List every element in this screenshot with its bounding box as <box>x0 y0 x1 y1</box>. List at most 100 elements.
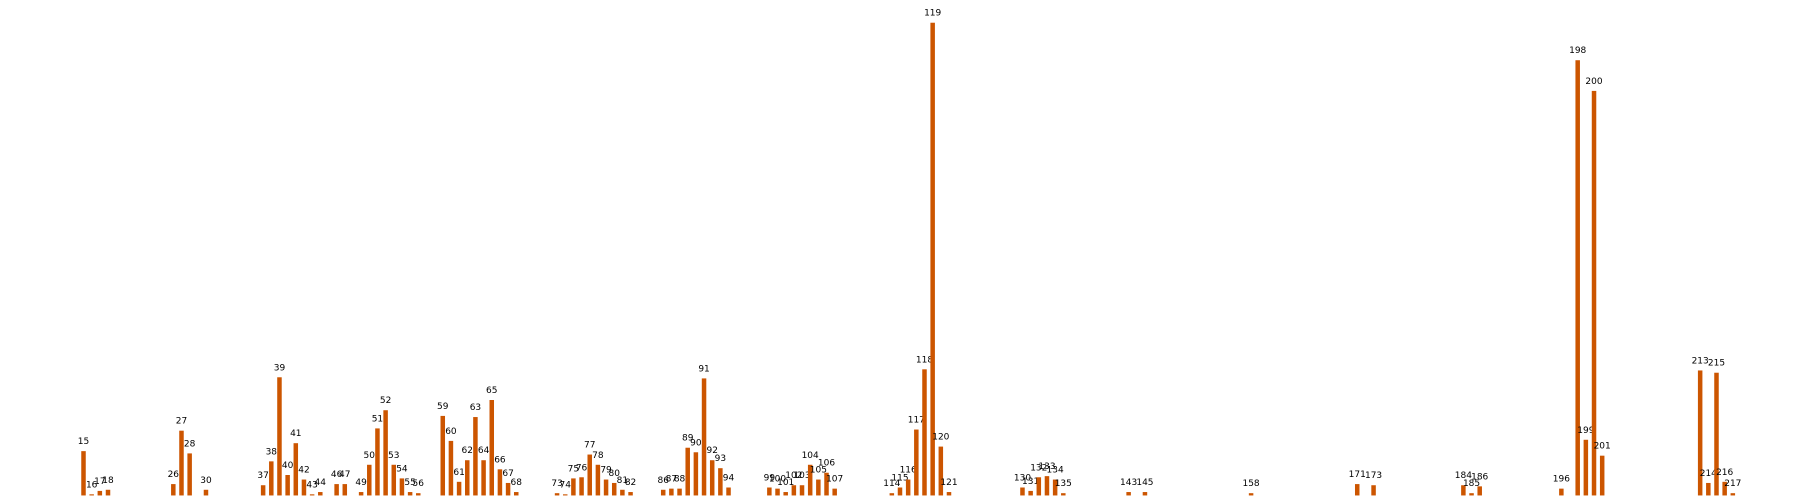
bar <box>611 482 617 496</box>
bar-label: 143 <box>1120 478 1137 488</box>
bar-label: 213 <box>1692 356 1709 366</box>
bar-label: 78 <box>592 451 604 461</box>
bar-label: 101 <box>777 478 794 488</box>
bar <box>1477 486 1482 496</box>
bar-label: 52 <box>380 396 391 406</box>
bar-label: 30 <box>200 476 212 486</box>
bar-label: 43 <box>306 480 317 490</box>
bar <box>824 472 829 496</box>
bar-label: 55 <box>404 478 415 488</box>
bar-label: 132 <box>1030 463 1047 473</box>
bar <box>1052 479 1058 496</box>
bar-label: 80 <box>609 469 621 479</box>
bar-label: 89 <box>682 434 694 444</box>
bar <box>620 489 625 496</box>
bar-label: 56 <box>413 479 425 489</box>
bar-label: 145 <box>1136 478 1153 488</box>
bar <box>1469 493 1474 496</box>
bar <box>701 378 707 496</box>
bar-label: 185 <box>1463 479 1480 489</box>
bar-label: 51 <box>372 414 383 424</box>
bar <box>203 489 209 496</box>
bar <box>922 369 927 496</box>
bar-label: 79 <box>600 466 612 476</box>
bar <box>783 492 788 496</box>
bar <box>505 482 511 496</box>
bar-label: 106 <box>818 459 835 469</box>
bar-label: 41 <box>290 429 301 439</box>
bar <box>375 428 380 496</box>
bar <box>285 475 290 496</box>
bar-label: 74 <box>560 480 572 490</box>
bar <box>1461 485 1466 496</box>
bar-label: 75 <box>568 464 579 474</box>
bar-label: 118 <box>916 355 933 365</box>
bar <box>767 487 772 496</box>
bar-label: 26 <box>168 470 180 480</box>
bar <box>1583 439 1589 496</box>
bar-label: 131 <box>1022 477 1039 487</box>
bar <box>562 494 568 496</box>
bar <box>1044 476 1050 496</box>
bar <box>1028 490 1033 496</box>
bar <box>489 400 495 496</box>
bar <box>677 488 682 496</box>
bar <box>179 430 184 496</box>
bar-label: 47 <box>339 470 350 480</box>
bar-label: 104 <box>802 451 819 461</box>
bar-label: 76 <box>576 463 588 473</box>
bar <box>497 469 503 496</box>
bar-label: 199 <box>1577 426 1594 436</box>
bar-label: 60 <box>445 427 457 437</box>
bar-label: 114 <box>883 479 900 489</box>
bar <box>816 479 821 496</box>
bar-label: 16 <box>86 480 98 490</box>
bar <box>301 479 307 496</box>
bar <box>513 492 519 496</box>
bar-label: 73 <box>551 479 562 489</box>
bar-label: 38 <box>266 447 278 457</box>
bar-label: 50 <box>364 451 376 461</box>
bar <box>1559 488 1564 496</box>
bar <box>334 484 339 496</box>
bar <box>187 453 192 496</box>
bar-label: 121 <box>940 478 957 488</box>
bar <box>930 22 935 496</box>
bar <box>775 488 780 496</box>
bar <box>309 494 315 496</box>
bar-label: 119 <box>924 9 941 19</box>
bar <box>81 451 86 496</box>
bar-label: 93 <box>715 454 726 464</box>
bar <box>277 377 282 496</box>
bar-label: 17 <box>94 477 105 487</box>
bar <box>832 488 837 496</box>
bar <box>1697 370 1703 496</box>
bar-label: 28 <box>184 439 196 449</box>
bar <box>407 492 413 496</box>
bar-label: 103 <box>793 471 810 481</box>
bar <box>1142 492 1148 496</box>
bar <box>440 415 446 496</box>
bar <box>358 492 364 496</box>
bar <box>1722 481 1727 496</box>
bar <box>1248 493 1254 496</box>
bar-label: 39 <box>274 363 286 373</box>
bar-label: 134 <box>1047 466 1064 476</box>
bar <box>726 487 731 496</box>
bar <box>416 493 421 496</box>
bar <box>587 454 592 496</box>
bar-label: 86 <box>657 476 669 486</box>
bar-label: 117 <box>908 416 925 426</box>
bar <box>342 484 348 496</box>
bar-label: 215 <box>1708 359 1725 369</box>
bar <box>579 477 584 496</box>
bar <box>791 485 797 496</box>
bar-label: 61 <box>453 468 464 478</box>
bar-label: 87 <box>666 475 677 485</box>
bar <box>1706 482 1711 496</box>
bar-label: 59 <box>437 402 449 412</box>
bar-label: 107 <box>826 475 843 485</box>
bar <box>1020 487 1025 496</box>
bar <box>1575 60 1580 496</box>
